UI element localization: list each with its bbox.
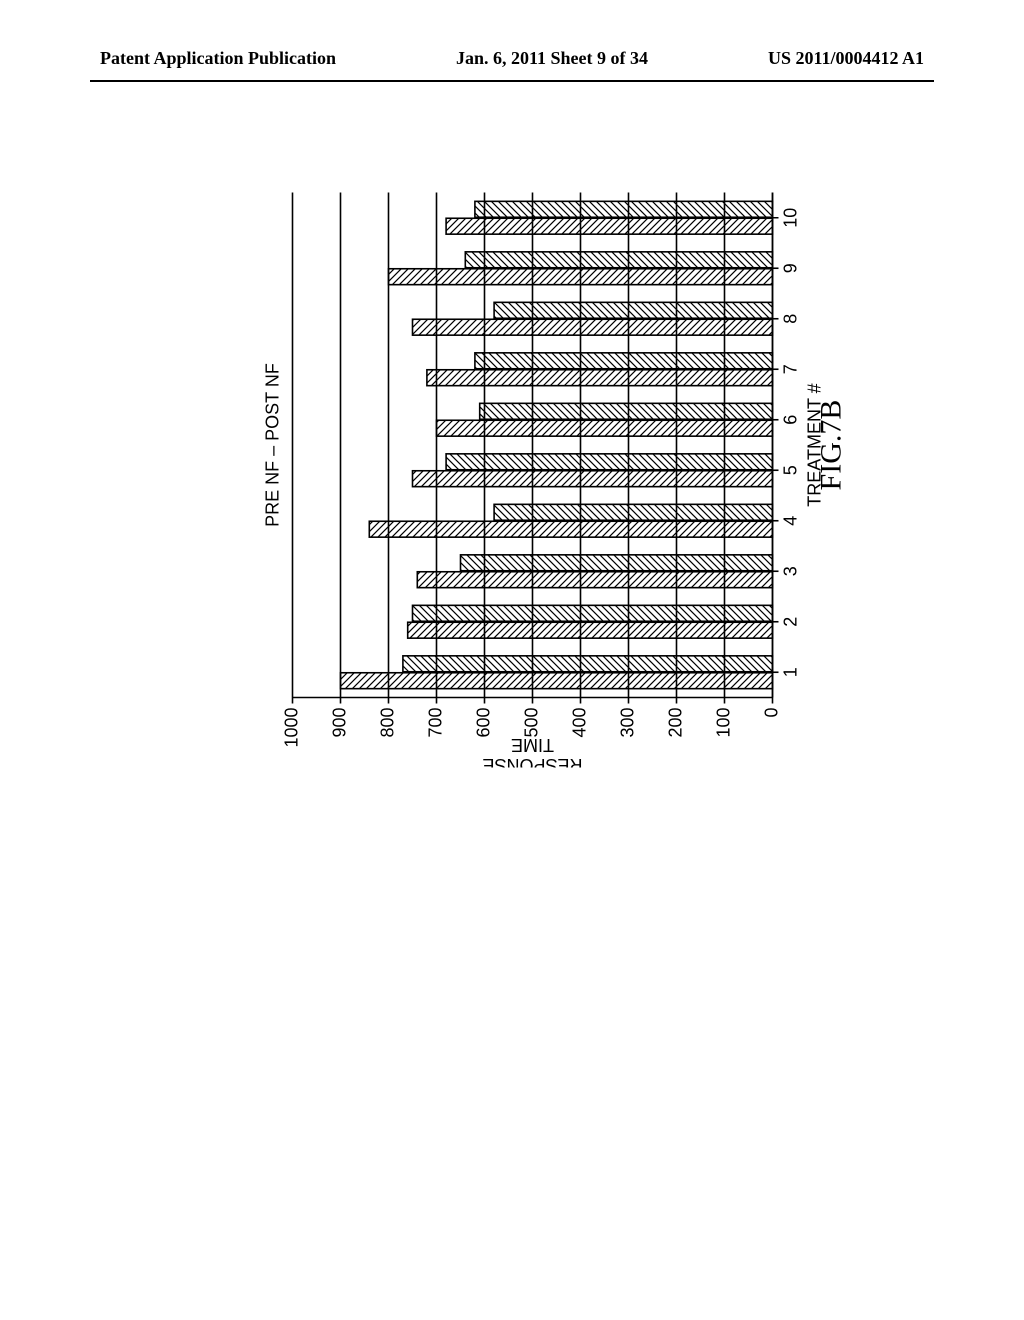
- header-center: Jan. 6, 2011 Sheet 9 of 34: [456, 48, 648, 69]
- bar: [369, 521, 772, 537]
- svg-text:2: 2: [781, 617, 801, 627]
- header-rule: [90, 80, 934, 82]
- svg-text:400: 400: [570, 708, 590, 738]
- chart-container: 0 100 200 300 400 500 600 700 800 900 1000 1 2 3 4 5 6 7 8…: [253, 183, 843, 768]
- bar: [475, 201, 773, 217]
- chart-title: PRE NF – POST NF: [263, 363, 283, 527]
- header-left: Patent Application Publication: [100, 48, 336, 69]
- bar: [413, 605, 773, 621]
- bar: [413, 319, 773, 335]
- svg-text:100: 100: [714, 708, 734, 738]
- svg-text:10: 10: [781, 208, 801, 228]
- bar: [403, 656, 773, 672]
- svg-text:700: 700: [426, 708, 446, 738]
- y-axis-label: RESPONSETIME: [482, 735, 582, 767]
- svg-text:1: 1: [781, 667, 801, 677]
- svg-text:3: 3: [781, 566, 801, 576]
- bar: [494, 504, 772, 520]
- svg-text:9: 9: [781, 263, 801, 273]
- header-right: US 2011/0004412 A1: [768, 48, 924, 69]
- bar: [480, 403, 773, 419]
- svg-text:600: 600: [474, 708, 494, 738]
- svg-text:7: 7: [781, 364, 801, 374]
- bar: [389, 269, 773, 285]
- bar: [446, 454, 772, 470]
- bar: [417, 572, 772, 588]
- svg-text:8: 8: [781, 314, 801, 324]
- svg-text:500: 500: [522, 708, 542, 738]
- svg-text:200: 200: [666, 708, 686, 738]
- svg-text:800: 800: [378, 708, 398, 738]
- svg-text:0: 0: [762, 708, 782, 718]
- bar: [465, 252, 772, 268]
- bar: [413, 471, 773, 487]
- svg-text:900: 900: [330, 708, 350, 738]
- bar: [494, 302, 772, 318]
- bar: [437, 420, 773, 436]
- svg-text:6: 6: [781, 415, 801, 425]
- figure-label: FIG.7B: [815, 400, 843, 491]
- svg-text:1000: 1000: [282, 708, 302, 748]
- svg-text:300: 300: [618, 708, 638, 738]
- bar: [461, 555, 773, 571]
- bar: [408, 622, 773, 638]
- bar: [475, 353, 773, 369]
- bar: [427, 370, 773, 386]
- svg-text:4: 4: [781, 516, 801, 526]
- bar: [446, 218, 772, 234]
- bar: [341, 673, 773, 689]
- bar-chart: 0 100 200 300 400 500 600 700 800 900 1000 1 2 3 4 5 6 7 8…: [253, 183, 843, 768]
- svg-text:5: 5: [781, 465, 801, 475]
